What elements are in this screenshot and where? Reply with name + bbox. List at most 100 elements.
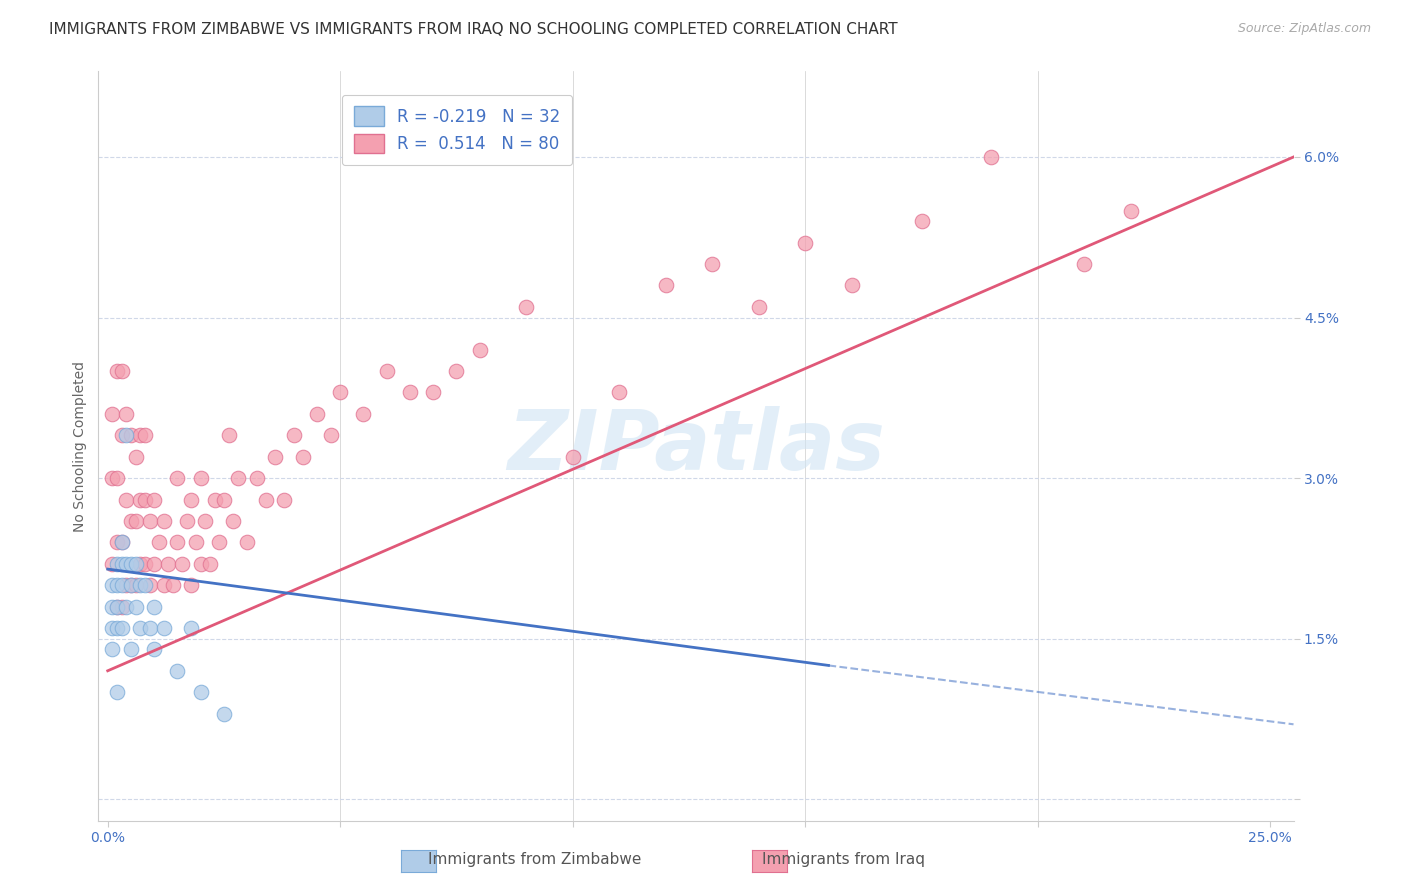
Point	[184, 535, 207, 549]
Point	[468, 343, 491, 357]
Point	[222, 514, 245, 528]
Point	[105, 621, 128, 635]
Point	[105, 599, 128, 614]
Text: Immigrants from Zimbabwe: Immigrants from Zimbabwe	[427, 852, 641, 867]
Point	[111, 599, 134, 614]
Point	[515, 300, 537, 314]
Point	[105, 578, 128, 592]
Point	[143, 557, 166, 571]
Point	[115, 428, 138, 442]
Point	[101, 621, 124, 635]
Point	[101, 642, 124, 657]
Point	[111, 535, 134, 549]
Point	[111, 364, 134, 378]
Point	[115, 599, 138, 614]
Point	[190, 685, 212, 699]
Point	[980, 150, 1002, 164]
Point	[115, 557, 138, 571]
Point	[162, 578, 184, 592]
Point	[166, 471, 188, 485]
Point	[208, 535, 231, 549]
Point	[226, 471, 249, 485]
Point	[910, 214, 932, 228]
Point	[134, 492, 156, 507]
Point	[561, 450, 583, 464]
Point	[124, 557, 146, 571]
Point	[292, 450, 315, 464]
Point	[124, 578, 146, 592]
Point	[111, 578, 134, 592]
Point	[101, 578, 124, 592]
Point	[152, 578, 174, 592]
Point	[111, 428, 134, 442]
Point	[353, 407, 375, 421]
Point	[129, 578, 152, 592]
Point	[264, 450, 287, 464]
Point	[129, 492, 152, 507]
Point	[129, 557, 152, 571]
Legend: R = -0.219   N = 32, R =  0.514   N = 80: R = -0.219 N = 32, R = 0.514 N = 80	[342, 95, 572, 165]
Point	[138, 621, 160, 635]
Point	[204, 492, 226, 507]
Point	[124, 450, 146, 464]
Point	[111, 621, 134, 635]
Point	[305, 407, 328, 421]
Point	[399, 385, 422, 400]
Point	[105, 557, 128, 571]
Point	[422, 385, 444, 400]
Point	[180, 578, 202, 592]
Point	[134, 557, 156, 571]
Point	[111, 557, 134, 571]
Point	[105, 535, 128, 549]
Point	[124, 599, 146, 614]
Point	[138, 514, 160, 528]
Point	[157, 557, 180, 571]
Point	[212, 492, 235, 507]
Point	[254, 492, 277, 507]
Point	[101, 471, 124, 485]
Point	[129, 428, 152, 442]
Point	[273, 492, 295, 507]
Point	[105, 471, 128, 485]
Point	[194, 514, 217, 528]
Point	[176, 514, 198, 528]
Point	[236, 535, 259, 549]
Point	[111, 535, 134, 549]
Point	[172, 557, 194, 571]
Point	[1073, 257, 1095, 271]
Point	[115, 492, 138, 507]
Point	[190, 471, 212, 485]
Y-axis label: No Schooling Completed: No Schooling Completed	[73, 360, 87, 532]
Point	[1119, 203, 1142, 218]
Point	[702, 257, 724, 271]
Point	[655, 278, 678, 293]
Point	[120, 514, 142, 528]
Point	[120, 642, 142, 657]
Point	[180, 621, 202, 635]
Point	[124, 514, 146, 528]
Point	[329, 385, 352, 400]
Point	[212, 706, 235, 721]
Point	[115, 578, 138, 592]
Point	[245, 471, 267, 485]
Point	[143, 492, 166, 507]
Point	[143, 599, 166, 614]
Point	[375, 364, 398, 378]
Point	[198, 557, 221, 571]
Point	[101, 599, 124, 614]
Point	[148, 535, 170, 549]
Point	[105, 364, 128, 378]
Point	[101, 557, 124, 571]
Point	[134, 428, 156, 442]
Point	[283, 428, 305, 442]
Point	[794, 235, 817, 250]
Point	[748, 300, 770, 314]
Point	[152, 514, 174, 528]
Point	[143, 642, 166, 657]
Point	[152, 621, 174, 635]
Text: ZIPatlas: ZIPatlas	[508, 406, 884, 486]
Point	[115, 407, 138, 421]
Point	[134, 578, 156, 592]
Point	[120, 557, 142, 571]
Point	[166, 664, 188, 678]
